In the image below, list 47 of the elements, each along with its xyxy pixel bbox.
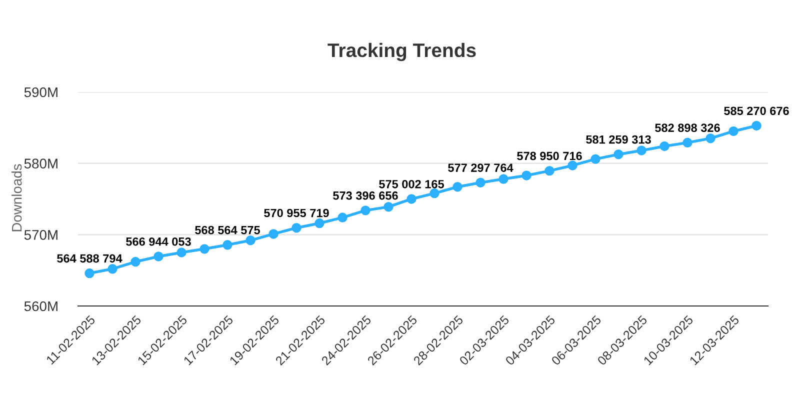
data-label: 575 002 165 xyxy=(379,180,444,188)
point xyxy=(476,178,486,188)
point xyxy=(590,154,600,164)
point xyxy=(544,166,554,176)
point xyxy=(728,126,738,136)
point xyxy=(314,218,324,228)
point xyxy=(452,182,462,192)
point xyxy=(130,256,140,267)
data-label: 570 955 719 xyxy=(264,208,329,218)
point xyxy=(176,248,186,258)
point xyxy=(360,206,370,216)
y-tick-label: 570M xyxy=(24,230,58,240)
data-label: 566 944 053 xyxy=(126,237,191,246)
data-label: 581 259 313 xyxy=(586,135,651,144)
point xyxy=(568,160,578,170)
point xyxy=(406,194,416,204)
data-label: 585 270 676 xyxy=(724,106,789,116)
y-tick-label: 590M xyxy=(24,87,58,98)
point xyxy=(384,202,394,212)
data-label: 573 396 656 xyxy=(333,191,398,200)
data-label: 582 898 326 xyxy=(655,124,720,132)
point xyxy=(246,236,256,246)
point xyxy=(338,212,348,222)
point xyxy=(268,229,278,239)
point xyxy=(660,141,670,152)
point xyxy=(706,134,716,144)
point xyxy=(154,252,164,262)
point xyxy=(430,188,440,198)
data-label: 577 297 764 xyxy=(448,164,514,172)
point xyxy=(222,240,232,250)
y-tick-label: 560M xyxy=(24,301,58,312)
chart-title: Tracking Trends xyxy=(328,42,476,62)
point xyxy=(108,264,118,274)
data-label: 568 564 575 xyxy=(195,226,260,234)
point xyxy=(752,120,762,131)
point xyxy=(682,138,692,148)
y-tick-label: 580M xyxy=(24,158,58,169)
point xyxy=(292,222,302,233)
point xyxy=(614,149,624,160)
y-axis-title: Downloads xyxy=(12,164,22,232)
data-label: 578 950 716 xyxy=(517,152,582,160)
point xyxy=(522,170,532,180)
point xyxy=(200,244,210,254)
point xyxy=(498,174,508,184)
data-label: 564 588 794 xyxy=(57,254,122,263)
point xyxy=(636,146,646,156)
point xyxy=(84,268,94,278)
